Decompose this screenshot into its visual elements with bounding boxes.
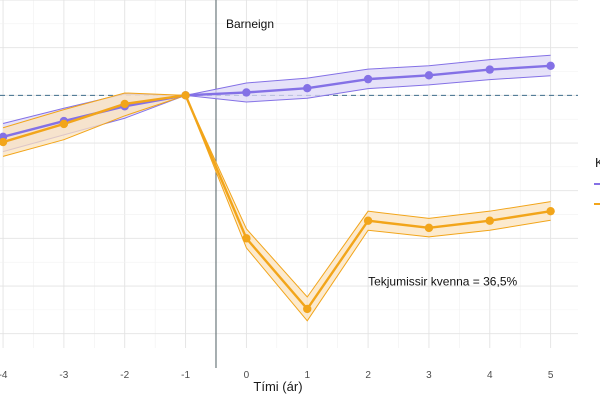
data-point-0 — [485, 65, 494, 74]
x-tick-label: -1 — [181, 370, 190, 381]
x-tick-label: 0 — [244, 370, 250, 381]
x-axis-title: Tími (ár) — [253, 379, 302, 394]
legend-title: K — [595, 155, 600, 170]
x-tick-label: -4 — [0, 370, 8, 381]
band-lower-edge-1 — [2, 94, 551, 322]
confidence-band-0 — [3, 55, 551, 152]
reference-lines — [0, 0, 578, 368]
data-point-0 — [303, 83, 312, 93]
series-lines — [2, 64, 551, 311]
x-tick-label: 4 — [487, 370, 493, 381]
x-tick-label: -2 — [120, 370, 129, 381]
data-point-1 — [424, 223, 434, 233]
income-loss-annotation: Tekjumissir kvenna = 36,5% — [368, 274, 517, 288]
data-point-0 — [546, 61, 555, 70]
grid — [0, 0, 578, 348]
data-point-1 — [546, 206, 555, 216]
x-tick-labels: -4 -3 -2 -1 0 1 2 3 4 5 — [0, 370, 554, 381]
data-point-1 — [242, 234, 251, 243]
data-point-1 — [303, 304, 312, 314]
series-points — [0, 61, 555, 314]
band-upper-edge-1 — [2, 92, 551, 298]
event-label: Barneign — [226, 17, 274, 31]
data-point-0 — [424, 71, 434, 80]
x-tick-label: 2 — [365, 370, 371, 381]
x-tick-label: 1 — [304, 370, 310, 381]
data-point-1 — [485, 216, 494, 225]
x-tick-label: 3 — [426, 370, 432, 381]
data-point-0 — [242, 88, 251, 97]
x-tick-label: 5 — [548, 370, 554, 381]
series-line-1 — [2, 94, 551, 311]
data-point-1 — [181, 91, 190, 100]
data-point-1 — [59, 119, 69, 129]
data-point-1 — [363, 216, 373, 225]
data-point-1 — [0, 137, 8, 147]
data-point-0 — [363, 74, 373, 84]
legend: K — [594, 155, 600, 205]
x-tick-label: -3 — [59, 370, 68, 381]
data-point-1 — [120, 99, 129, 109]
